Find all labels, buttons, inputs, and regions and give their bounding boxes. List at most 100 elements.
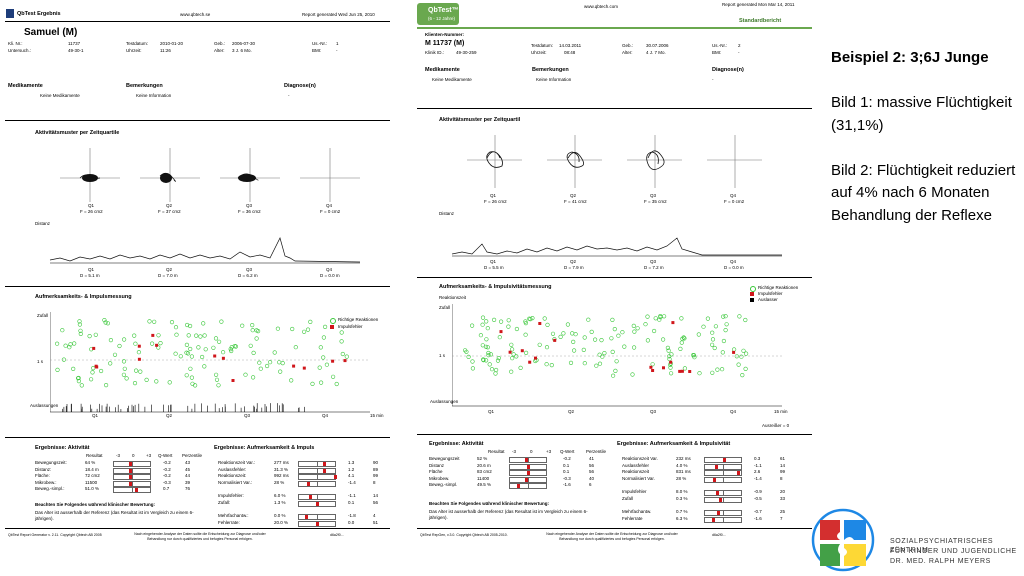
q-value-zero-line [723,464,724,469]
diagnosis-value: - [712,77,714,82]
results-activity-title: Ergebnisse: Aktivität [35,445,90,451]
col-header: Q-Wert [560,449,575,454]
impulse-error-point [292,364,296,368]
x-tick: Q1 [92,413,99,418]
diagnosis-label: Diagnose(n) [284,83,316,89]
field-label: Uhrzeit: [126,48,142,53]
impulse-error-point [221,356,225,360]
legend-impulse: Impulsfehler [338,324,363,329]
correct-reaction-point [550,331,556,336]
correct-reaction-point [681,335,686,340]
impulse-error-point [662,366,665,370]
impulse-error-point [151,333,155,337]
distance-d: D = 0.0 m [724,265,744,270]
correct-reaction-point [277,360,282,365]
field-label: BMI: [712,50,722,55]
correct-reaction-point [721,314,726,319]
side-bild2: Bild 2: Flüchtigkeit reduziert auf 4% na… [831,161,1016,224]
result-value: 277 ms [274,460,289,465]
correct-reaction-point [189,354,194,359]
result-percentile: 7 [780,515,783,521]
client-label: Klienten-Nummer: [425,32,465,37]
result-label: Reaktionszeit Var. [622,456,658,461]
correct-reaction-point [108,338,114,343]
result-label: Fehlerrate: [218,519,240,525]
result-percentile: 99 [780,469,786,474]
correct-reaction-point [484,337,489,342]
result-value: 831 ms [676,469,691,474]
correct-reaction-point [705,316,710,321]
q-value-marker [525,458,529,462]
q-value-zero-line [132,475,133,479]
correct-reaction-point [506,318,511,323]
correct-reaction-point [323,324,328,329]
correct-reaction-point [565,322,570,327]
impulse-error-point [231,379,235,382]
result-value: 8.0 % [676,489,688,494]
result-percentile: 61 [780,456,786,461]
distance-label: Distanz [35,221,51,226]
result-percentile: 40 [589,475,595,481]
impulse-error-point [302,366,306,370]
result-label: Reaktionszeit Var.: [218,460,256,465]
field-value: 2006-07-30 [232,41,256,46]
correct-reaction-point [169,320,175,325]
legend-impulse: Impulsfehler [758,291,783,296]
correct-reaction-point [744,351,749,356]
correct-reaction-point [509,369,514,374]
col-header: 0 [530,449,533,454]
correct-reaction-point [147,319,152,324]
correct-reaction-point [154,379,159,384]
correct-reaction-point [514,326,520,332]
result-value: 20.0 % [274,519,289,525]
correct-reaction-point [214,377,220,382]
report-1: QbTest Ergebnis www.qbtech.se Report gen… [0,0,395,576]
correct-reaction-point [305,327,311,332]
result-value: 1.3 % [274,499,286,505]
result-q-value: -1.1 [348,493,356,498]
field-label: Untersuch.: [8,48,32,53]
side-annotation: Beispiel 2: 3;6J Junge Bild 1: massive F… [831,47,1021,227]
distance-q: Q2 [166,267,173,272]
correct-reaction-point [561,331,566,336]
correct-reaction-point [158,341,163,346]
q-value-scale [113,487,151,493]
impulse-error-point [732,350,736,354]
correct-reaction-point [680,336,685,341]
q-value-marker [527,471,531,475]
q-value-zero-line [723,511,724,515]
correct-reaction-point [523,350,529,356]
correct-reaction-point [737,314,742,319]
correct-reaction-point [240,323,245,328]
result-percentile: 6 [589,482,592,487]
correct-reaction-point [201,321,206,326]
correct-reaction-point [339,339,344,344]
x-tick: Q3 [650,409,657,414]
result-value: 28 % [676,475,687,481]
result-value: 6.3 % [676,515,688,521]
correct-reaction-point [701,324,706,329]
correct-reaction-point [715,367,720,372]
correct-reaction-point [622,344,627,349]
result-q-value: -0.2 [163,460,171,465]
correct-reaction-point [486,353,491,358]
result-label: Auslassfehler: [218,466,247,472]
result-percentile: 14 [780,462,786,468]
field-value: 14.03.2011 [559,43,582,48]
correct-reaction-point [632,329,637,334]
report2-generated: Report generated Mon Mar 14, 2011 [722,2,795,7]
q-value-marker [128,481,132,486]
y-label-1s: 1 s [439,353,446,358]
correct-reaction-point [710,342,715,347]
footer-left: QbTest Report Generator v. 2.11. Copyrig… [8,533,102,537]
distance-chart [452,237,782,257]
result-q-value: -0.2 [163,473,171,478]
correct-reaction-point [318,345,323,350]
report1-title: QbTest Ergebnis [17,11,61,17]
field-label: Us.-Nr.: [312,41,328,46]
q-value-scale [509,463,547,470]
q-value-marker [315,521,319,526]
correct-reaction-point [495,358,501,363]
attention-title: Aufmerksamkeits- & Impulsmessung [35,294,132,300]
result-q-value: 0.0 [348,519,355,525]
